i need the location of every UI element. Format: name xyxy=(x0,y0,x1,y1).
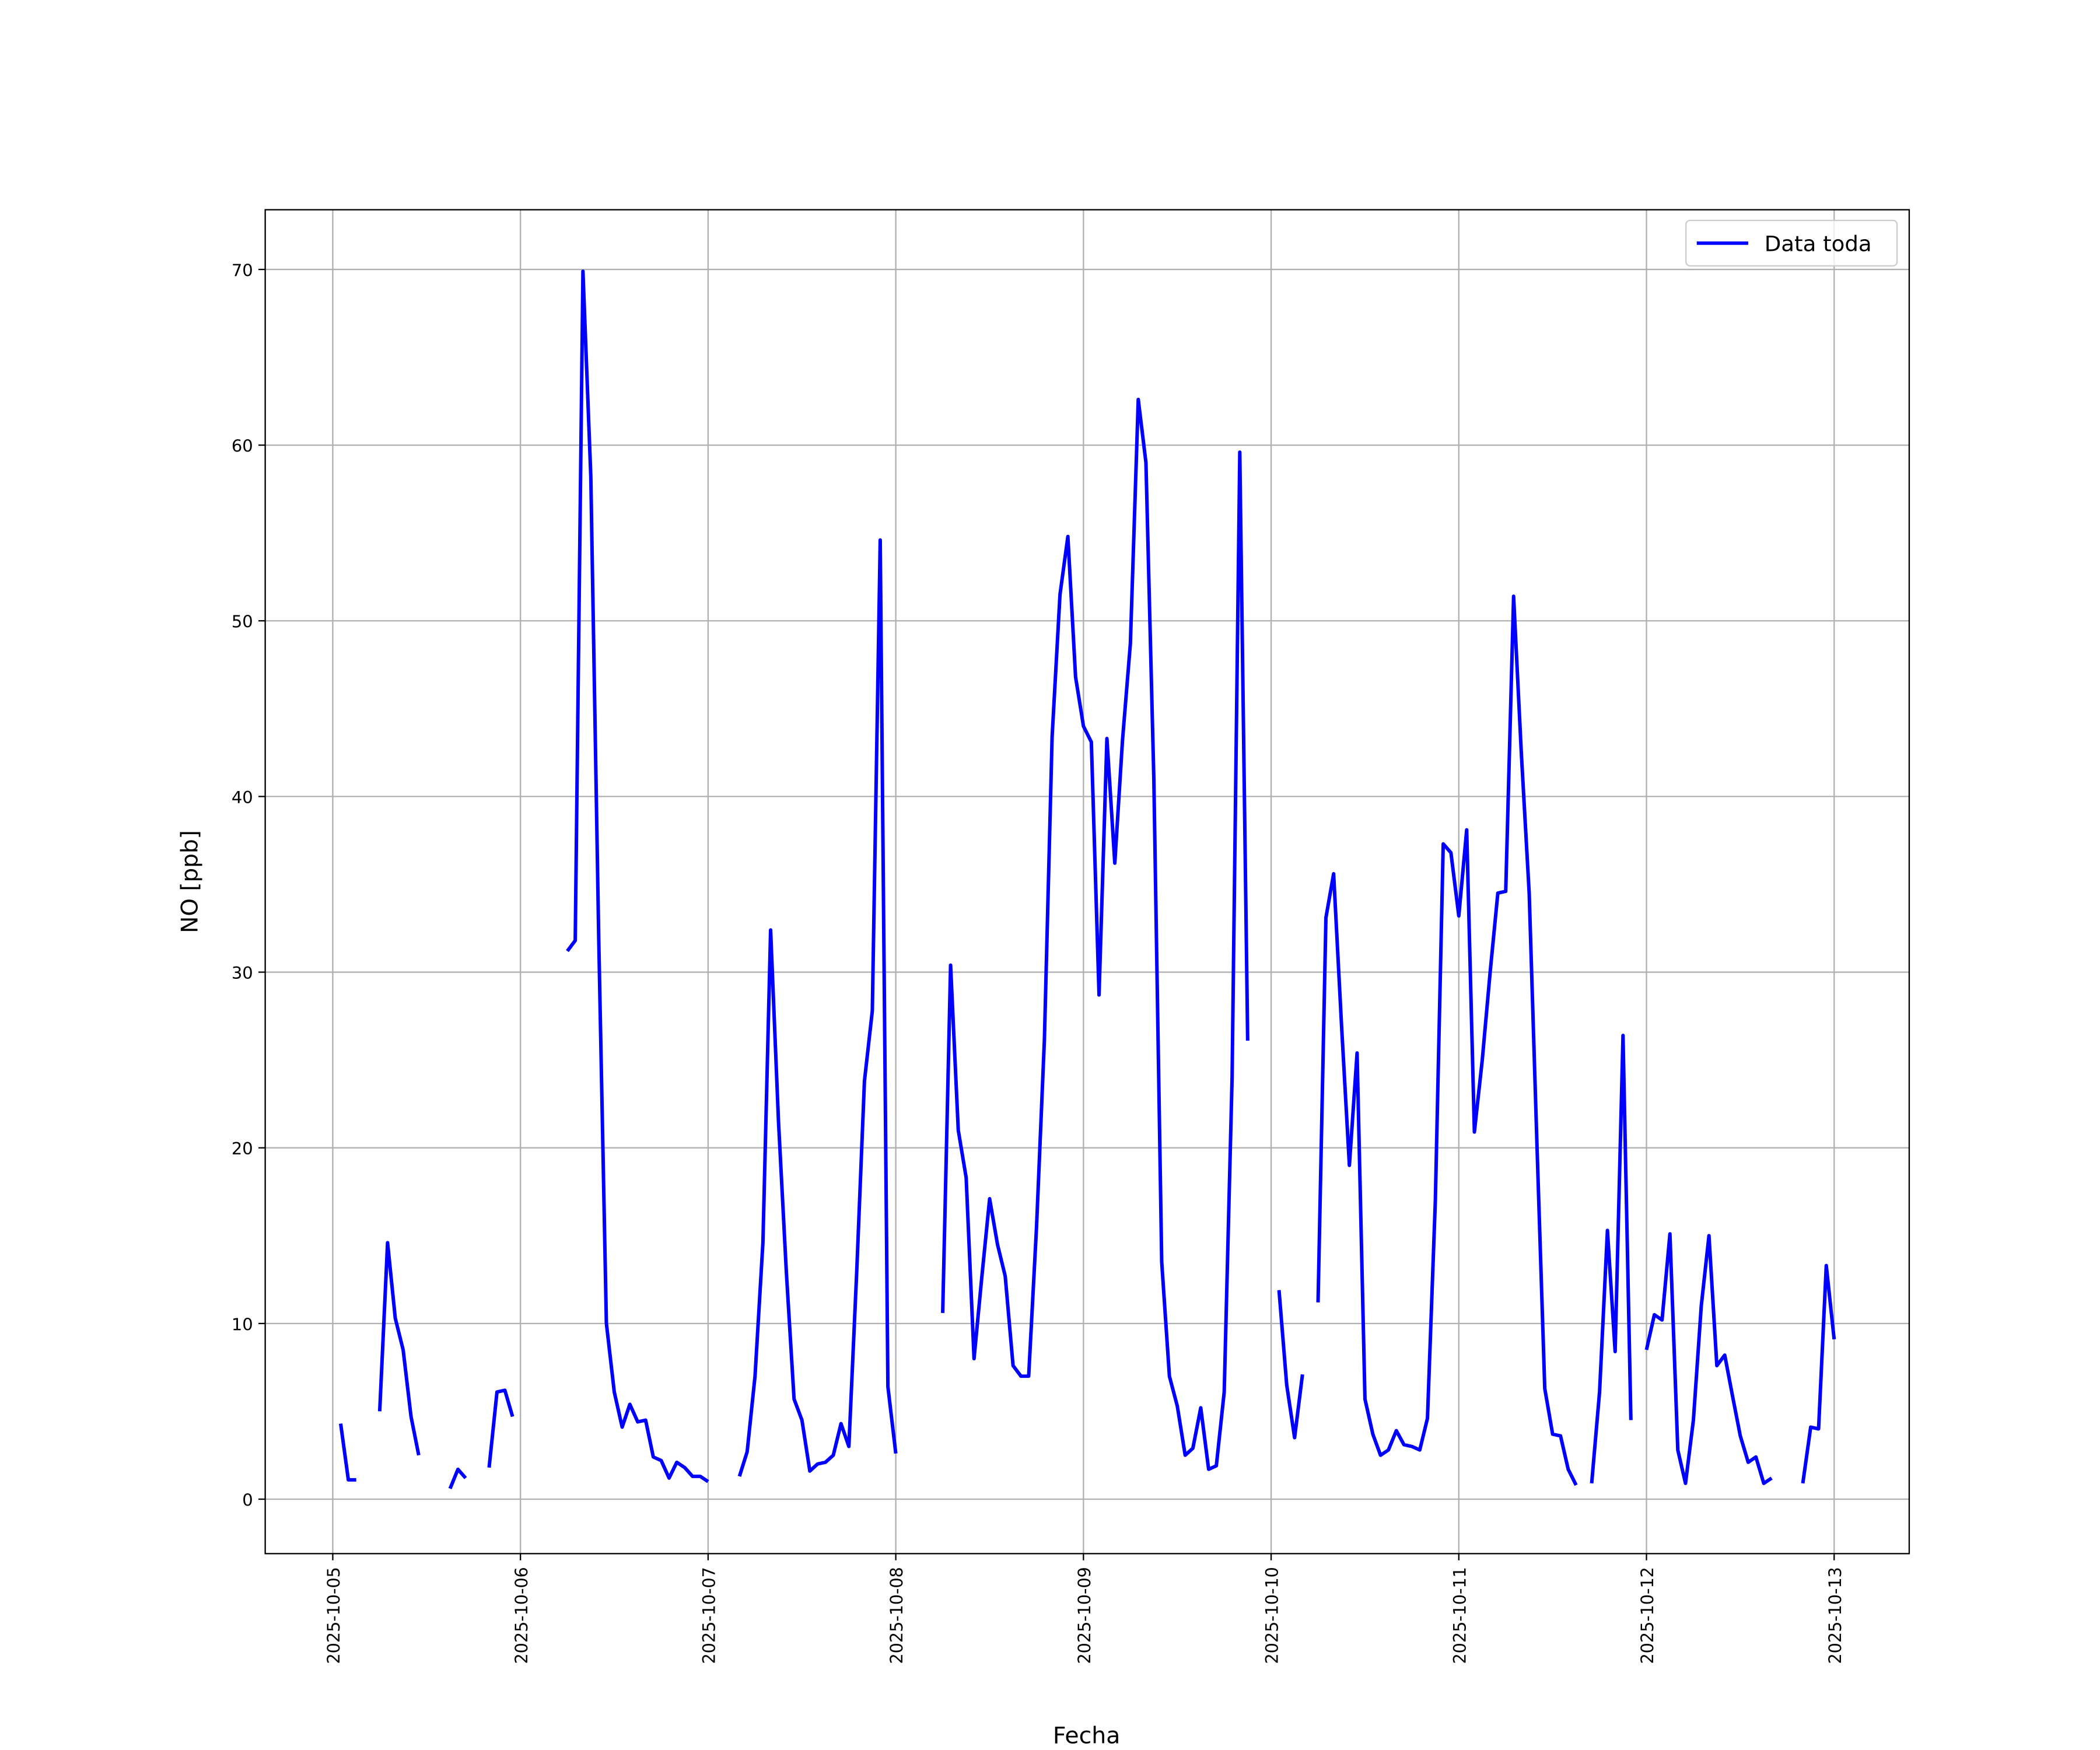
x-tick-label: 2025-10-11 xyxy=(1450,1567,1469,1664)
ticks: 0 10 20 30 40 50 60 70 2025-10-05 2025-10-06 2025-… xyxy=(232,261,1845,1664)
legend-box xyxy=(1685,219,1898,267)
y-tick-label: 20 xyxy=(232,1139,253,1158)
legend-label: Data toda xyxy=(1765,232,1872,257)
y-tick-label: 60 xyxy=(232,436,253,456)
y-axis-label: NO [ppb] xyxy=(177,830,203,933)
x-tick-label: 2025-10-10 xyxy=(1262,1567,1282,1664)
y-tick-label: 10 xyxy=(232,1314,253,1334)
x-tick-label: 2025-10-08 xyxy=(887,1567,907,1664)
x-tick-label: 2025-10-12 xyxy=(1637,1567,1657,1664)
x-tick-label: 2025-10-13 xyxy=(1825,1567,1845,1664)
legend: Data toda xyxy=(1685,219,1898,267)
x-axis-label: Fecha xyxy=(1053,1723,1121,1749)
x-tick-label: 2025-10-06 xyxy=(512,1567,531,1664)
x-tick-label: 2025-10-07 xyxy=(699,1567,719,1664)
x-tick-label: 2025-10-05 xyxy=(324,1567,344,1664)
y-tick-label: 40 xyxy=(232,788,253,807)
grid xyxy=(265,209,1909,1554)
plot-frame xyxy=(264,209,1910,1555)
plot xyxy=(338,269,1836,1490)
x-tick-label: 2025-10-09 xyxy=(1074,1567,1094,1664)
y-tick-label: 0 xyxy=(242,1490,253,1510)
y-tick-label: 50 xyxy=(232,612,253,632)
y-tick-label: 30 xyxy=(232,963,253,983)
y-tick-label: 70 xyxy=(232,261,253,281)
data-line xyxy=(338,269,1836,1490)
